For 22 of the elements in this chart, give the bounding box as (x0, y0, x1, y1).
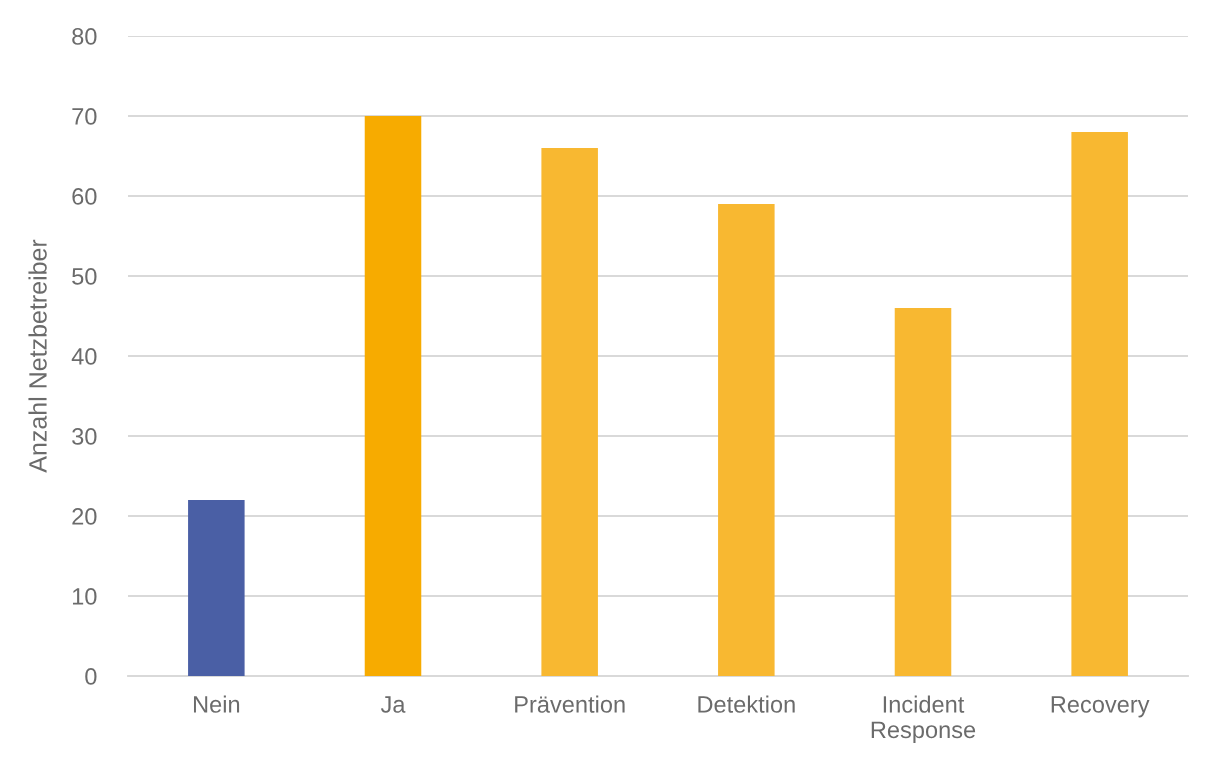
x-tick-label: Nein (193, 695, 240, 713)
x-tick-label: Detektion (698, 695, 795, 713)
bar (718, 204, 775, 676)
y-tick-label: 50 (72, 268, 97, 285)
y-tick-label: 20 (72, 508, 97, 525)
bar (894, 308, 952, 676)
bar (1071, 132, 1128, 676)
bar (364, 116, 422, 676)
y-tick-label: 10 (72, 588, 97, 605)
x-tick-label: Recovery (1051, 696, 1150, 718)
bar (541, 148, 598, 676)
x-tick-label: Incident Response (871, 695, 976, 743)
y-tick-label: 70 (72, 108, 97, 125)
x-tick-label: Ja (380, 696, 406, 713)
y-tick-label: 30 (72, 428, 97, 445)
y-tick-label: 80 (72, 28, 97, 45)
y-axis-title: Anzahl Netzbetreiber (28, 239, 47, 473)
y-tick-label: 60 (72, 188, 97, 205)
bar (188, 500, 245, 676)
y-tick-label: 40 (71, 348, 97, 365)
y-tick-label: 0 (85, 668, 97, 685)
x-tick-label: Prävention (515, 695, 625, 713)
